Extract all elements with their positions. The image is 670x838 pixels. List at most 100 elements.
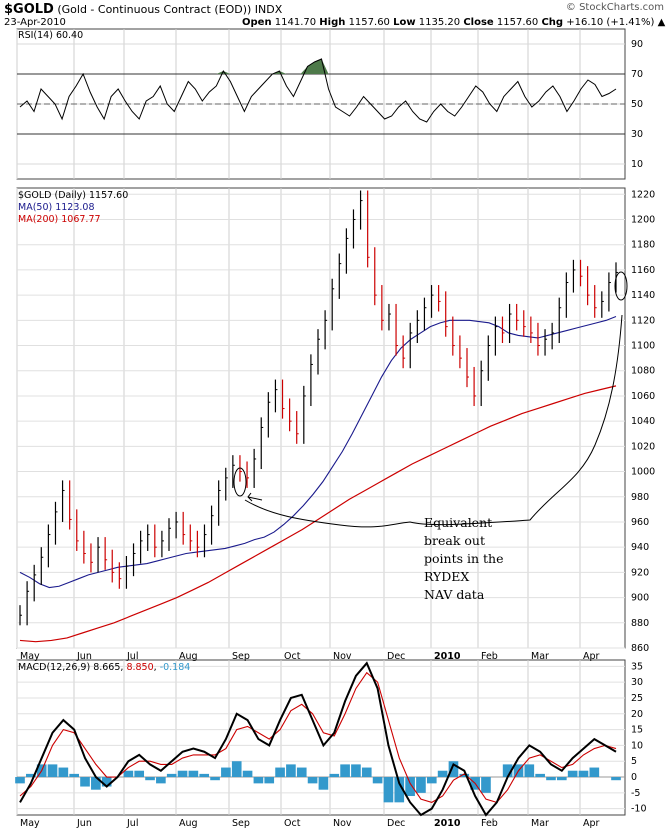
ma50-legend: MA(50) 1123.08 bbox=[18, 202, 95, 213]
macd-histogram-bar bbox=[481, 777, 491, 793]
x-axis-label: Nov bbox=[333, 818, 352, 829]
chg-value: +16.10 (+1.41%) bbox=[566, 17, 655, 28]
macd-histogram-bar bbox=[318, 777, 329, 790]
watermark: © StockCharts.com bbox=[565, 2, 664, 13]
macd-histogram-bar bbox=[502, 764, 513, 778]
macd-histogram-bar bbox=[145, 777, 155, 781]
x-axis-label: May bbox=[20, 651, 40, 662]
chg-label: Chg bbox=[541, 17, 564, 28]
rydex-nav-curve bbox=[244, 314, 623, 528]
macd-legend-macd: 8.665 bbox=[93, 662, 121, 673]
price-tick-label: 1160 bbox=[631, 265, 655, 276]
x-axis-label: Jul bbox=[126, 818, 138, 829]
x-axis-label: Sep bbox=[232, 818, 250, 829]
macd-histogram-bar bbox=[567, 770, 578, 778]
x-axis-label: Mar bbox=[531, 651, 549, 662]
price-tick-label: 880 bbox=[631, 618, 649, 629]
price-tick-label: 920 bbox=[631, 567, 649, 578]
annotation-line: points in the bbox=[424, 551, 504, 566]
macd-line bbox=[19, 661, 617, 817]
macd-histogram-bar bbox=[199, 773, 210, 778]
macd-histogram-bar bbox=[253, 777, 264, 784]
close-value: 1157.60 bbox=[496, 17, 539, 28]
macd-tick-label: 10 bbox=[631, 740, 643, 751]
price-tick-label: 960 bbox=[631, 517, 649, 528]
macd-histogram-bar bbox=[524, 764, 535, 778]
price-tick-label: 1100 bbox=[631, 341, 655, 352]
macd-histogram-bar bbox=[611, 777, 621, 781]
x-axis-label: Jun bbox=[76, 651, 92, 662]
macd-histogram-bar bbox=[589, 767, 600, 778]
up-arrow-icon: ▲ bbox=[657, 17, 666, 28]
macd-tick-label: 5 bbox=[631, 756, 637, 767]
rsi-title: RSI(14) 60.40 bbox=[18, 30, 84, 41]
x-axis-label: Aug bbox=[179, 651, 198, 662]
annotation-line: RYDEX bbox=[424, 569, 470, 584]
price-tick-label: 1120 bbox=[631, 315, 655, 326]
macd-histogram-bar bbox=[177, 770, 188, 778]
macd-legend-name: MACD(12,26,9) bbox=[18, 662, 91, 673]
rsi-tick-label: 30 bbox=[631, 129, 643, 140]
rsi-line bbox=[19, 58, 617, 123]
rsi-tick-label: 70 bbox=[631, 69, 643, 80]
macd-tick-label: -10 bbox=[631, 804, 647, 815]
open-value: 1141.70 bbox=[274, 17, 317, 28]
macd-histogram-bar bbox=[15, 777, 25, 784]
high-label: High bbox=[319, 17, 346, 28]
price-legend-title: $GOLD (Daily) 1157.60 bbox=[18, 190, 129, 201]
x-axis-label: Oct bbox=[284, 818, 301, 829]
rsi-tick-label: 50 bbox=[631, 99, 643, 110]
price-tick-label: 860 bbox=[631, 643, 649, 654]
exchange: INDX bbox=[254, 3, 283, 16]
macd-tick-label: 25 bbox=[631, 693, 643, 704]
macd-histogram-bar bbox=[329, 773, 340, 778]
macd-histogram-bar bbox=[340, 764, 350, 778]
rsi-tick-label: 90 bbox=[631, 39, 643, 50]
macd-legend-signal: 8.850 bbox=[126, 662, 154, 673]
macd-histogram-bar bbox=[383, 777, 394, 803]
ohlc-summary: Open 1141.70 High 1157.60 Low 1135.20 Cl… bbox=[242, 17, 665, 28]
x-axis-label: Nov bbox=[333, 651, 352, 662]
x-axis-label: Dec bbox=[387, 651, 405, 662]
price-tick-label: 1060 bbox=[631, 391, 655, 402]
macd-tick-label: 0 bbox=[631, 772, 637, 783]
macd-histogram-bar bbox=[437, 770, 448, 778]
macd-histogram-bar bbox=[296, 767, 307, 778]
ma200-line bbox=[19, 385, 617, 643]
x-axis-label: Dec bbox=[387, 818, 405, 829]
x-axis-label: Jul bbox=[126, 651, 138, 662]
low-value: 1135.20 bbox=[418, 17, 461, 28]
price-tick-label: 1220 bbox=[631, 189, 655, 200]
macd-histogram-bar bbox=[361, 767, 372, 778]
macd-histogram-bar bbox=[372, 777, 383, 784]
x-axis-label: Sep bbox=[232, 651, 250, 662]
price-tick-label: 940 bbox=[631, 542, 649, 553]
macd-histogram-bar bbox=[80, 777, 90, 787]
panel-frame bbox=[16, 187, 626, 649]
price-tick-label: 1000 bbox=[631, 467, 655, 478]
annotation-text: Equivalent break out points in the RYDEX… bbox=[424, 514, 503, 604]
arrow-icon bbox=[247, 492, 263, 502]
macd-tick-label: -5 bbox=[631, 788, 640, 799]
macd-histogram-bar bbox=[123, 770, 134, 778]
macd-histogram-bar bbox=[459, 773, 470, 778]
x-axis-label: Feb bbox=[481, 651, 498, 662]
macd-histogram-bar bbox=[448, 761, 459, 778]
macd-histogram-bar bbox=[156, 777, 166, 784]
x-axis-label: Aug bbox=[179, 818, 198, 829]
rsi-overbought-fill bbox=[279, 71, 287, 74]
macd-histogram-bar bbox=[394, 777, 405, 803]
macd-histogram-bar bbox=[264, 777, 275, 784]
symbol: $GOLD bbox=[4, 2, 54, 17]
annotation-line: Equivalent bbox=[424, 515, 493, 530]
x-axis-label: 2010 bbox=[434, 651, 461, 662]
macd-histogram-bar bbox=[578, 770, 589, 778]
low-label: Low bbox=[393, 17, 416, 28]
macd-histogram-bar bbox=[134, 770, 145, 778]
macd-histogram-bar bbox=[556, 777, 567, 781]
x-axis-label: Apr bbox=[583, 818, 600, 829]
macd-histogram-bar bbox=[426, 777, 437, 784]
close-label: Close bbox=[463, 17, 494, 28]
macd-histogram-bar bbox=[351, 764, 361, 778]
x-axis-label: Oct bbox=[284, 651, 301, 662]
